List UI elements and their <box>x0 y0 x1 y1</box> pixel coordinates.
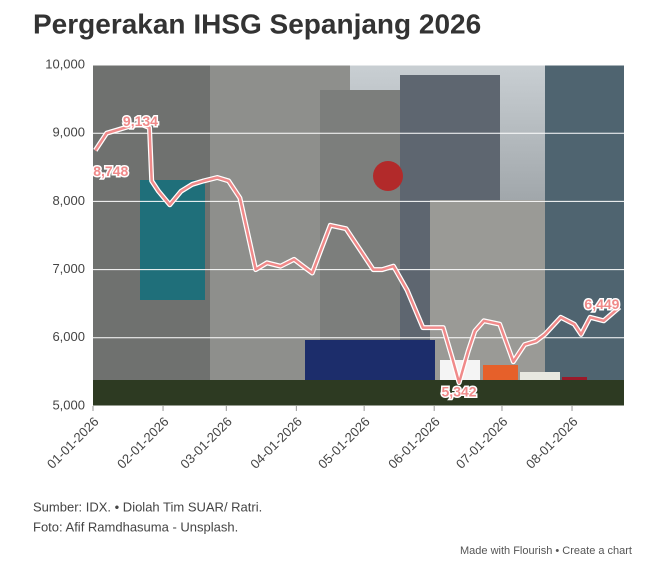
data-label: 9,134 <box>123 113 158 129</box>
y-tick-label: 10,000 <box>45 56 85 71</box>
x-tick-label: 01-01-2026 <box>44 414 102 472</box>
x-tick-label: 06-01-2026 <box>385 414 443 472</box>
data-label: 6,449 <box>584 296 619 312</box>
footer[interactable]: Made with Flourish • Create a chart <box>460 545 632 557</box>
y-tick-label: 5,000 <box>52 397 85 412</box>
photo-credit: Foto: Afif Ramdhasuma - Unsplash. <box>33 519 238 534</box>
y-tick-label: 6,000 <box>52 329 85 344</box>
data-label: 8,748 <box>93 163 128 179</box>
x-tick-label: 04-01-2026 <box>247 414 305 472</box>
y-tick-label: 7,000 <box>52 261 85 276</box>
x-tick-label: 07-01-2026 <box>453 414 511 472</box>
data-label: 5,342 <box>442 383 477 399</box>
background-photo <box>93 65 624 406</box>
x-tick-label: 05-01-2026 <box>315 414 373 472</box>
line <box>94 122 621 384</box>
y-tick-label: 8,000 <box>52 193 85 208</box>
y-tick-label: 9,000 <box>52 125 85 140</box>
source-note: Sumber: IDX. • Diolah Tim SUAR/ Ratri. <box>33 499 262 514</box>
x-tick-label: 08-01-2026 <box>523 414 581 472</box>
chart-title: Pergerakan IHSG Sepanjang 2026 <box>33 8 481 39</box>
x-tick-label: 02-01-2026 <box>114 414 172 472</box>
x-tick-label: 03-01-2026 <box>177 414 235 472</box>
